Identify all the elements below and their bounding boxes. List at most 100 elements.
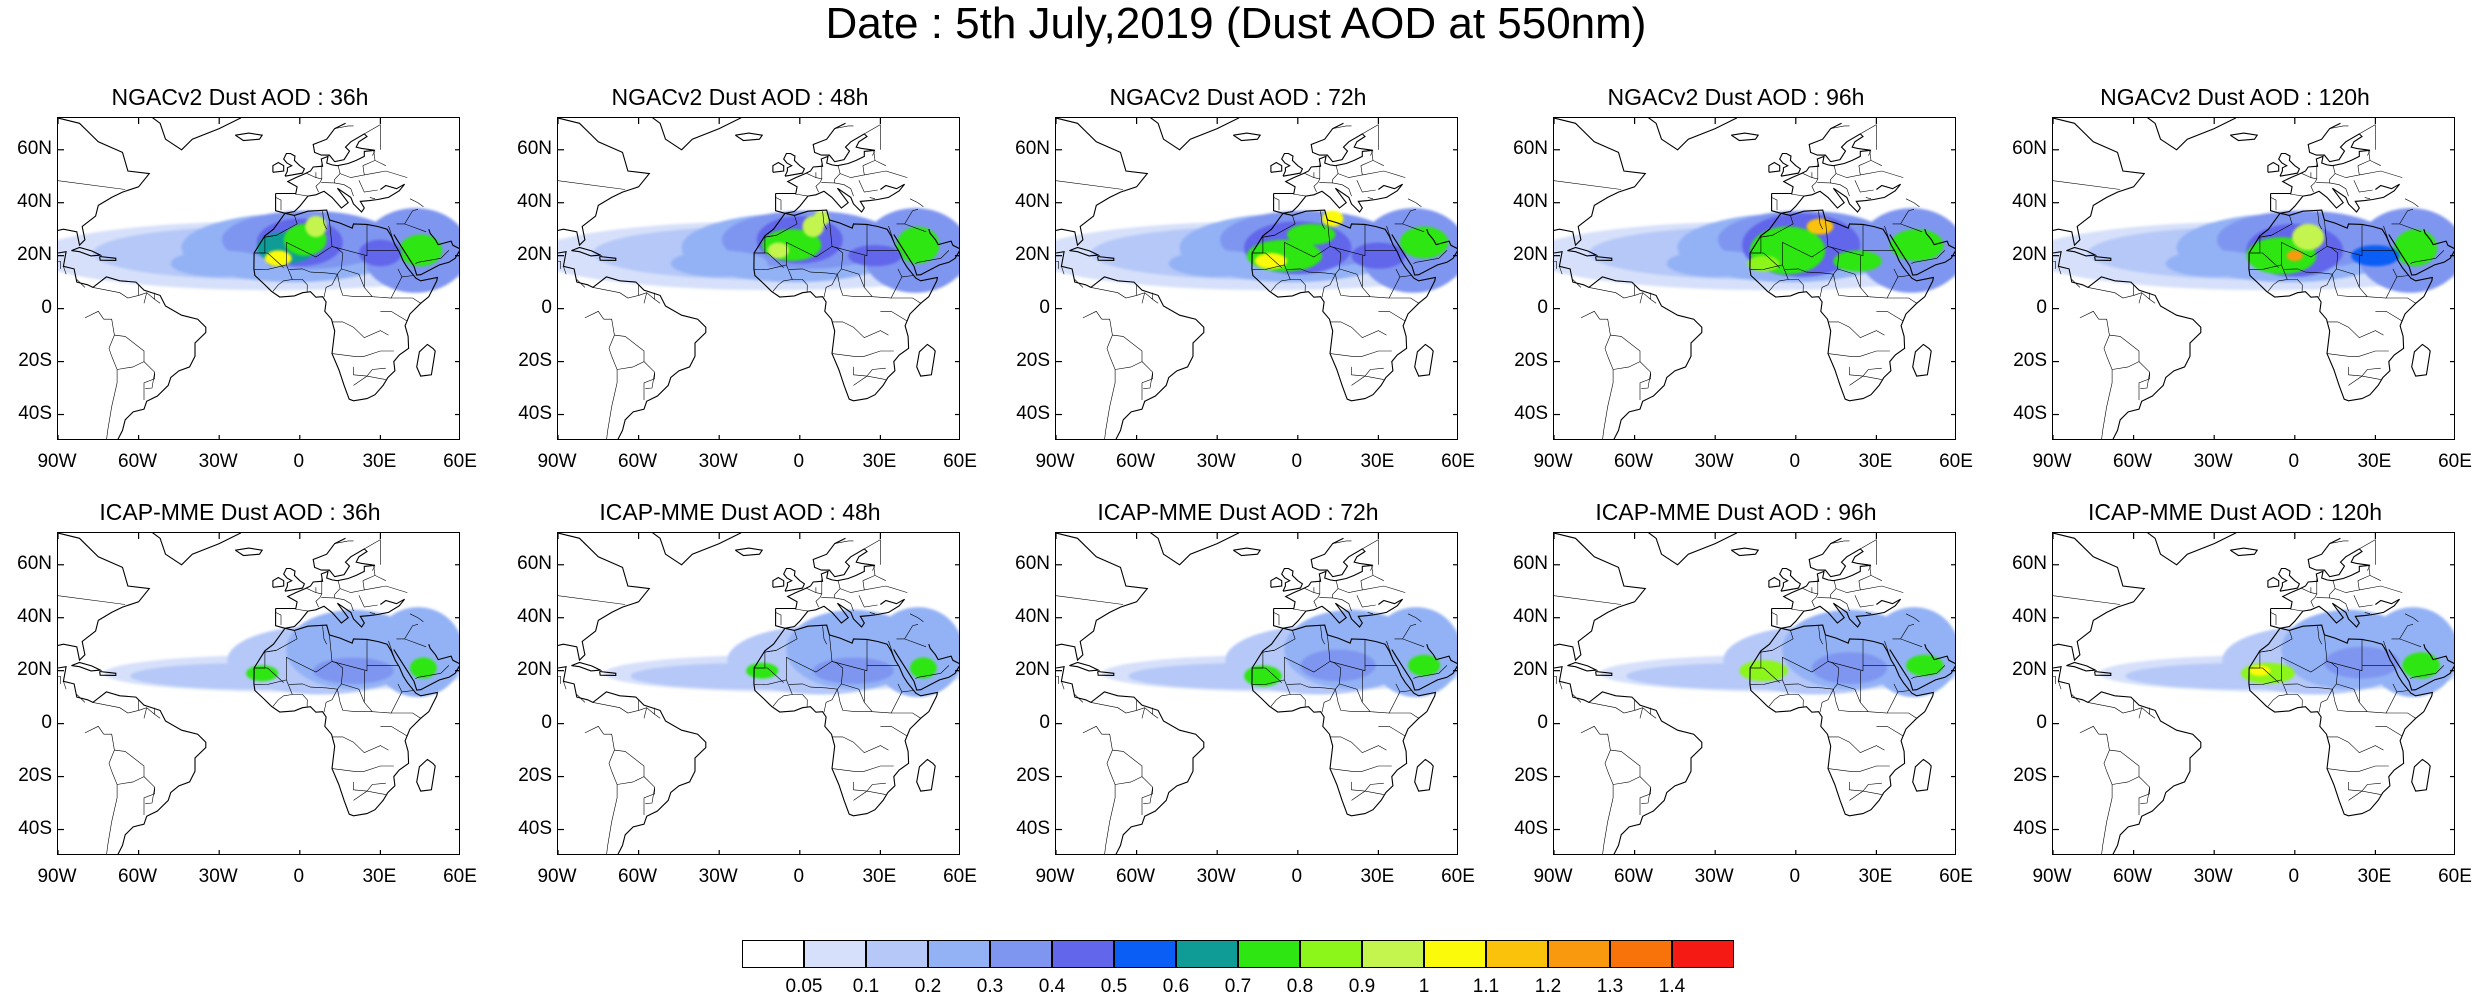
longitude-tick-label: 30W [1694, 451, 1734, 472]
country-borders [1056, 124, 1448, 439]
latitude-tick-label: 40S [518, 402, 552, 424]
colorbar-swatch [1424, 940, 1486, 968]
colorbar-tick-label: 1.2 [1534, 976, 1562, 997]
axis-ticks [558, 118, 959, 439]
map-panel: ICAP-MME Dust AOD : 120h 60N 40N 20N 0 20S 40… [1995, 499, 2472, 909]
panel-title: ICAP-MME Dust AOD : 48h [599, 499, 881, 525]
panel-title: NGACv2 Dust AOD : 72h [1109, 84, 1367, 110]
latitude-tick-label: 60N [517, 137, 552, 159]
latitude-tick-label: 20S [518, 349, 552, 371]
axis-ticks [58, 118, 459, 439]
colorbar-swatch [1486, 940, 1548, 968]
latitude-tick-label: 60N [1015, 137, 1050, 159]
panel-title: ICAP-MME Dust AOD : 120h [2088, 499, 2382, 525]
longitude-tick-label: 0 [1789, 866, 1801, 887]
latitude-tick-label: 60N [517, 552, 552, 574]
longitude-tick-label: 90W [37, 866, 77, 887]
longitude-tick-label: 30E [362, 451, 397, 472]
country-borders [2053, 539, 2445, 854]
latitude-tick-label: 40N [1513, 605, 1548, 627]
axis-ticks [1554, 118, 1955, 439]
longitude-tick-label: 60W [1116, 451, 1156, 472]
dust-aod-map [557, 532, 960, 855]
country-borders [2053, 124, 2445, 439]
longitude-tick-label: 90W [1533, 451, 1573, 472]
colorbar-tick-label: 0.7 [1224, 976, 1252, 997]
latitude-tick-label: 20S [518, 764, 552, 786]
map-panel: ICAP-MME Dust AOD : 72h 60N 40N 20N 0 20S 40S… [998, 499, 1478, 909]
latitude-tick-label: 40N [1015, 605, 1050, 627]
dust-field [603, 607, 959, 698]
axis-ticks [58, 533, 459, 854]
longitude-tick-label: 30W [2193, 451, 2233, 472]
dust-field [2098, 607, 2454, 698]
latitude-tick-label: 0 [2036, 296, 2047, 318]
colorbar-swatch [990, 940, 1052, 968]
longitude-tick-label: 60W [2113, 866, 2153, 887]
map-panel: NGACv2 Dust AOD : 120h 60N 40N 20N 0 20S 40S 9… [1995, 84, 2472, 494]
longitude-tick-label: 30W [1196, 451, 1236, 472]
latitude-tick-label: 40S [1016, 817, 1050, 839]
longitude-tick-label: 90W [2032, 451, 2072, 472]
longitude-tick-label: 30W [198, 866, 238, 887]
map-canvas [2053, 118, 2454, 439]
latitude-tick-label: 60N [17, 552, 52, 574]
country-borders [1554, 124, 1946, 439]
map-canvas [558, 533, 959, 854]
latitude-tick-label: 20S [1016, 764, 1050, 786]
dust-aod-map [2052, 532, 2455, 855]
dust-field [103, 607, 459, 698]
map-panel: ICAP-MME Dust AOD : 48h 60N 40N 20N 0 20S 40S… [500, 499, 980, 909]
latitude-tick-label: 0 [2036, 711, 2047, 733]
colorbar-tick-label: 0.05 [785, 976, 823, 997]
colorbar-tick-label: 1.1 [1472, 976, 1500, 997]
map-canvas [558, 118, 959, 439]
longitude-tick-label: 30W [698, 451, 738, 472]
map-canvas [58, 118, 459, 439]
latitude-tick-label: 40S [1514, 402, 1548, 424]
panel-title: ICAP-MME Dust AOD : 72h [1097, 499, 1379, 525]
latitude-tick-label: 40S [1514, 817, 1548, 839]
map-canvas [1554, 118, 1955, 439]
latitude-tick-label: 40S [18, 402, 52, 424]
latitude-tick-label: 60N [1513, 552, 1548, 574]
dust-aod-map [2052, 117, 2455, 440]
longitude-tick-label: 60E [443, 451, 477, 472]
latitude-tick-label: 40N [2012, 605, 2047, 627]
latitude-tick-label: 20N [517, 243, 552, 265]
latitude-tick-label: 0 [541, 711, 552, 733]
map-canvas [1554, 533, 1955, 854]
longitude-tick-label: 60E [943, 451, 977, 472]
dust-field [1599, 607, 1955, 698]
map-canvas [1056, 533, 1457, 854]
longitude-tick-label: 60W [118, 451, 158, 472]
map-panel: NGACv2 Dust AOD : 72h 60N 40N 20N 0 20S 40S 90… [998, 84, 1478, 494]
dust-aod-map [57, 532, 460, 855]
longitude-tick-label: 90W [2032, 866, 2072, 887]
colorbar-tick-label: 0.8 [1286, 976, 1314, 997]
latitude-tick-label: 40N [17, 605, 52, 627]
figure-title: Date : 5th July,2019 (Dust AOD at 550nm) [825, 0, 1647, 48]
latitude-tick-label: 20S [2013, 764, 2047, 786]
axis-ticks [2053, 533, 2454, 854]
map-canvas [1056, 118, 1457, 439]
country-borders [58, 124, 450, 439]
map-panel: NGACv2 Dust AOD : 96h 60N 40N 20N 0 20S 40S 90… [1496, 84, 1976, 494]
coastlines [58, 118, 459, 439]
latitude-tick-label: 0 [41, 711, 52, 733]
map-panel: NGACv2 Dust AOD : 36h 60N 40N 20N 0 20S 40S 90… [0, 84, 480, 494]
colorbar-swatch [1052, 940, 1114, 968]
longitude-tick-label: 0 [2288, 866, 2300, 887]
panel-title: NGACv2 Dust AOD : 96h [1607, 84, 1865, 110]
longitude-tick-label: 60E [1939, 451, 1973, 472]
coastlines [1056, 533, 1457, 854]
dust-aod-map [1553, 532, 1956, 855]
country-borders [558, 539, 950, 854]
longitude-tick-label: 60W [1614, 451, 1654, 472]
longitude-tick-label: 60W [1614, 866, 1654, 887]
panel-title: ICAP-MME Dust AOD : 96h [1595, 499, 1877, 525]
colorbar-tick-label: 1.3 [1596, 976, 1624, 997]
coastlines [558, 118, 959, 439]
coastlines [558, 533, 959, 854]
colorbar-swatch [928, 940, 990, 968]
